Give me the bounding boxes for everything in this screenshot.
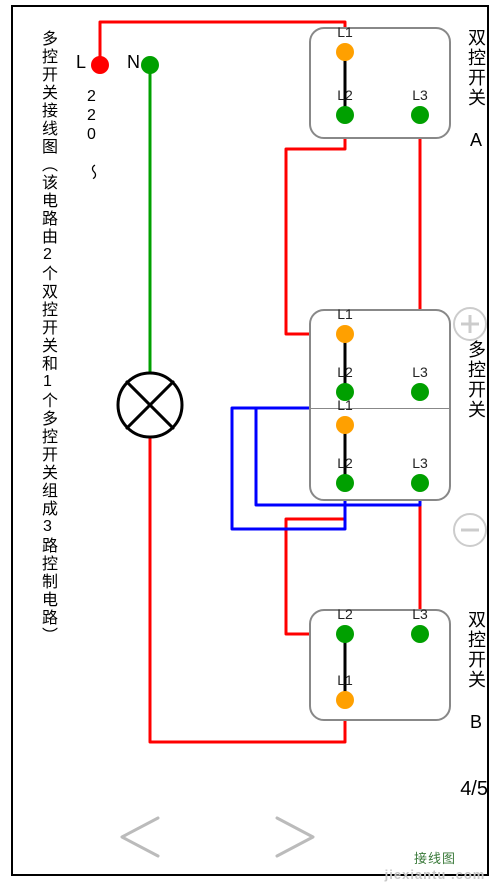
terminal-label: L2 (333, 455, 357, 471)
circuit-diagram (0, 0, 500, 770)
voltage-label: 220 ～ (79, 88, 103, 182)
terminal-label: L1 (333, 397, 357, 413)
terminal-label: L3 (408, 606, 432, 622)
n-terminal-label: N (127, 52, 140, 73)
terminal-label: L1 (333, 306, 357, 322)
terminal-label: L2 (333, 364, 357, 380)
terminal-label: L3 (408, 455, 432, 471)
l-terminal-label: L (76, 52, 86, 73)
page-indicator: 4/5 (460, 778, 488, 801)
switch-b-title: 双控开关 B (463, 610, 489, 734)
diagram-caption: 多控开关接线图（该电路由2个双控开关和1个多控开关组成3路控制电路） (36, 30, 58, 740)
watermark-cn: 接线图 (414, 851, 456, 866)
switch-a-title: 双控开关 A (463, 28, 489, 152)
next-page-button[interactable] (265, 812, 325, 862)
terminal-label: L1 (333, 672, 357, 688)
watermark-domain: jiexiantu .com (385, 867, 486, 882)
terminal-label: L3 (408, 87, 432, 103)
prev-page-button[interactable] (110, 812, 170, 862)
terminal-label: L2 (333, 87, 357, 103)
zoom-out-icon[interactable] (452, 512, 488, 548)
zoom-in-icon[interactable] (452, 306, 488, 342)
terminal-label: L1 (333, 24, 357, 40)
switch-multi-title: 多控开关 (463, 340, 489, 420)
terminal-label: L2 (333, 606, 357, 622)
terminal-label: L3 (408, 364, 432, 380)
watermark: 接线图 jiexiantu .com (380, 848, 490, 882)
